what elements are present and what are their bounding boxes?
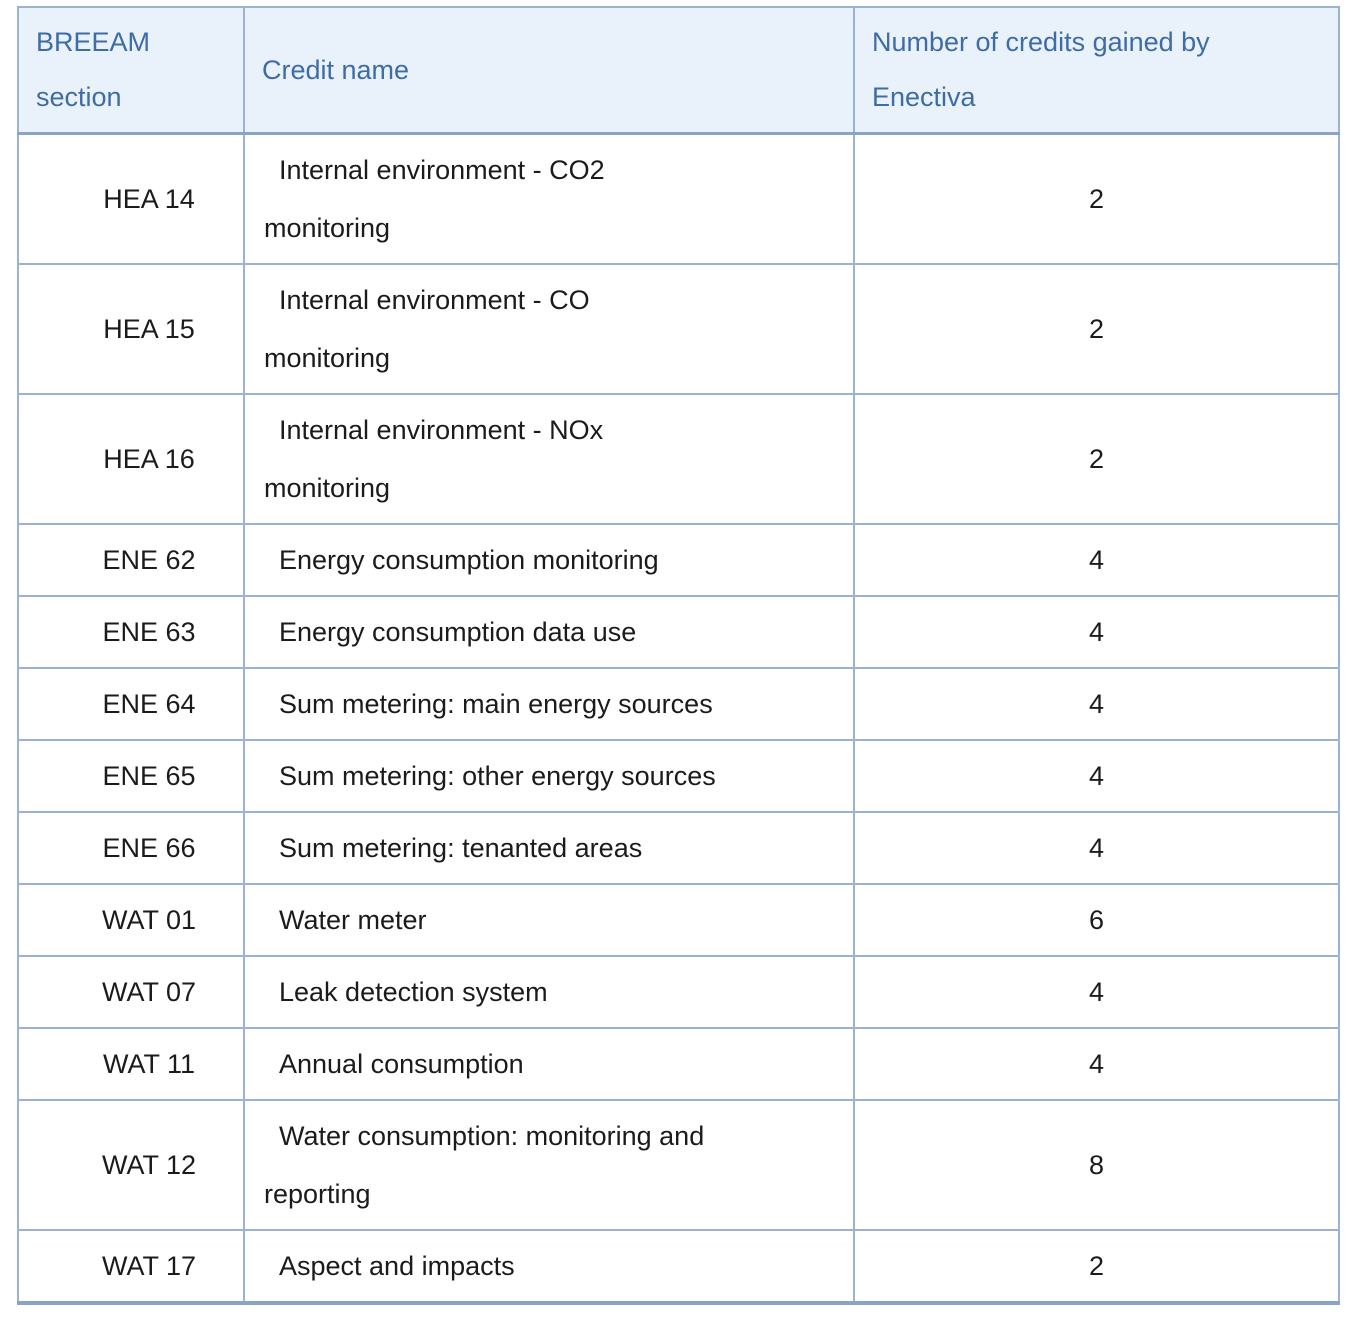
credits-cell: 8 [853,1099,1340,1231]
credit-name-cell: Leak detection system [243,955,855,1029]
credits-cell: 2 [853,132,1340,265]
column-header-credit-name: Credit name [243,6,855,135]
table-row: WAT 01 Water meter 6 [17,883,1340,957]
table-row: HEA 16 Internal environment - NOx monito… [17,393,1340,525]
credit-name-cell: Sum metering: other energy sources [243,739,855,813]
credit-name-cell: Internal environment - CO monitoring [243,263,855,395]
section-cell: WAT 11 [17,1027,245,1101]
credits-cell: 2 [853,1229,1340,1304]
header-row: BREEAM section Credit name Number of cre… [17,6,1340,135]
credit-name-cell: Internal environment - NOx monitoring [243,393,855,525]
section-cell: ENE 62 [17,523,245,597]
section-cell: ENE 64 [17,667,245,741]
section-cell: WAT 01 [17,883,245,957]
column-header-credits-gained: Number of credits gained by Enectiva [853,6,1340,135]
table-row: WAT 12 Water consumption: monitoring and… [17,1099,1340,1231]
section-cell: WAT 17 [17,1229,245,1304]
breeam-credits-table: BREEAM section Credit name Number of cre… [17,6,1340,1305]
section-cell: WAT 12 [17,1099,245,1231]
table-row: ENE 62 Energy consumption monitoring 4 [17,523,1340,597]
section-cell: ENE 66 [17,811,245,885]
credits-cell: 4 [853,811,1340,885]
credits-cell: 4 [853,955,1340,1029]
table-row: ENE 63 Energy consumption data use 4 [17,595,1340,669]
credit-name-cell: Sum metering: tenanted areas [243,811,855,885]
table-row: WAT 07 Leak detection system 4 [17,955,1340,1029]
credits-cell: 2 [853,263,1340,395]
credit-name-cell: Sum metering: main energy sources [243,667,855,741]
credits-cell: 6 [853,883,1340,957]
credits-cell: 4 [853,739,1340,813]
credit-name-cell: Energy consumption data use [243,595,855,669]
table-body: HEA 14 Internal environment - CO2 monito… [17,132,1340,1304]
credit-name-cell: Water meter [243,883,855,957]
section-cell: ENE 65 [17,739,245,813]
table-row: WAT 17 Aspect and impacts 2 [17,1229,1340,1304]
table-header: BREEAM section Credit name Number of cre… [17,6,1340,135]
section-cell: HEA 14 [17,132,245,265]
table-row: ENE 65 Sum metering: other energy source… [17,739,1340,813]
credits-cell: 4 [853,667,1340,741]
credit-name-cell: Water consumption: monitoring and report… [243,1099,855,1231]
credit-name-cell: Annual consumption [243,1027,855,1101]
section-cell: HEA 16 [17,393,245,525]
credit-name-cell: Internal environment - CO2 monitoring [243,132,855,265]
credits-cell: 4 [853,523,1340,597]
table-row: ENE 64 Sum metering: main energy sources… [17,667,1340,741]
table-row: HEA 15 Internal environment - CO monitor… [17,263,1340,395]
table-row: ENE 66 Sum metering: tenanted areas 4 [17,811,1340,885]
section-cell: ENE 63 [17,595,245,669]
credit-name-cell: Aspect and impacts [243,1229,855,1304]
credit-name-cell: Energy consumption monitoring [243,523,855,597]
credits-cell: 4 [853,1027,1340,1101]
table-row: WAT 11 Annual consumption 4 [17,1027,1340,1101]
section-cell: WAT 07 [17,955,245,1029]
credits-cell: 2 [853,393,1340,525]
table-row: HEA 14 Internal environment - CO2 monito… [17,132,1340,265]
column-header-breeam-section: BREEAM section [17,6,245,135]
credits-cell: 4 [853,595,1340,669]
section-cell: HEA 15 [17,263,245,395]
